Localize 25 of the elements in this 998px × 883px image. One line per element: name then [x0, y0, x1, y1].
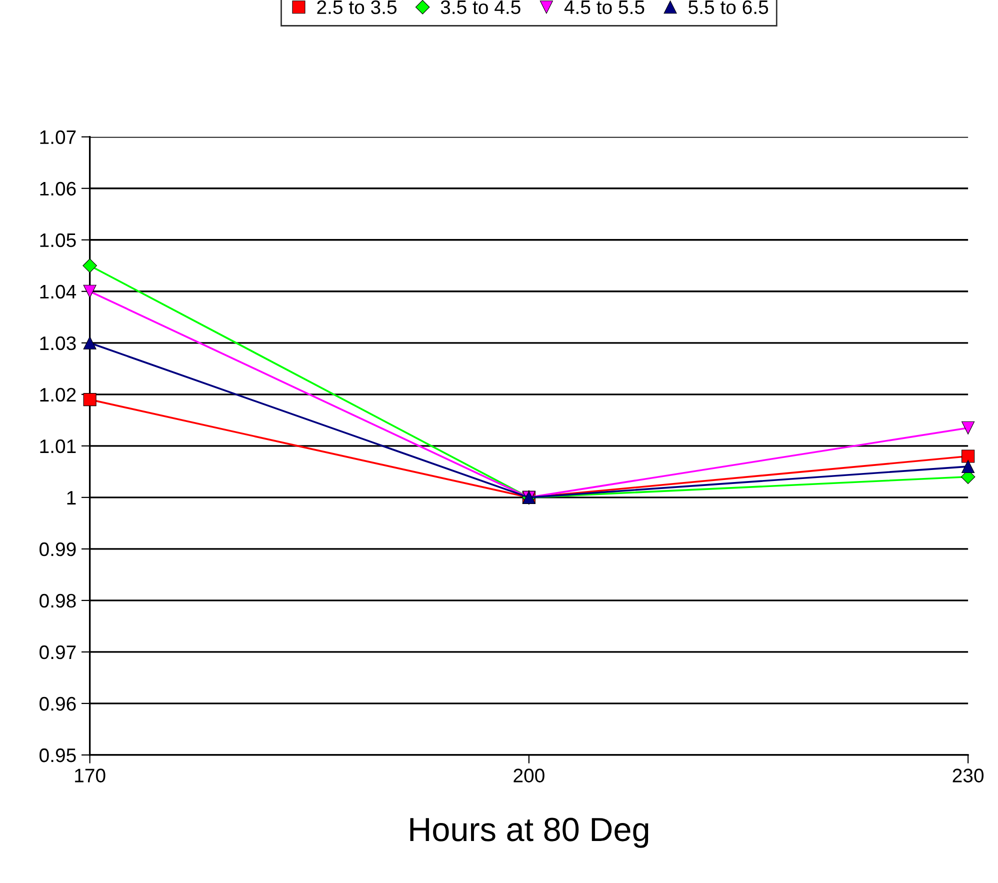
x-tick-label: 170 — [75, 768, 106, 782]
point — [962, 450, 975, 463]
x-tick-label: 230 — [952, 768, 984, 782]
y-tick-label: 0.96 — [40, 696, 76, 711]
legend-label: 2.5 to 3.5 — [317, 0, 396, 14]
legend-label: 5.5 to 6.5 — [688, 0, 768, 14]
y-tick-label: 1.07 — [40, 130, 76, 144]
y-tick-label: 0.98 — [40, 594, 76, 608]
x-axis-title: Hours at 80 Deg — [410, 818, 648, 848]
y-tick-label: 1.02 — [40, 388, 76, 402]
x-tick-label: 200 — [514, 768, 544, 782]
y-tick-label: 1.05 — [40, 233, 76, 248]
y-tick-label: 1 — [67, 491, 76, 504]
point — [82, 258, 97, 273]
y-tick-label: 0.95 — [40, 748, 76, 762]
y-tick-label: 1.06 — [40, 182, 76, 196]
point — [962, 460, 975, 474]
legend-label: 4.5 to 5.5 — [564, 0, 644, 14]
legend-label: 3.5 to 4.5 — [440, 0, 520, 14]
point — [962, 421, 975, 434]
y-tick-label: 1.04 — [40, 284, 76, 299]
y-tick-label: 1.01 — [40, 439, 76, 454]
y-tick-label: 0.97 — [40, 645, 76, 660]
y-tick-label: 1.03 — [40, 336, 76, 350]
y-tick-label: 0.99 — [40, 542, 76, 556]
